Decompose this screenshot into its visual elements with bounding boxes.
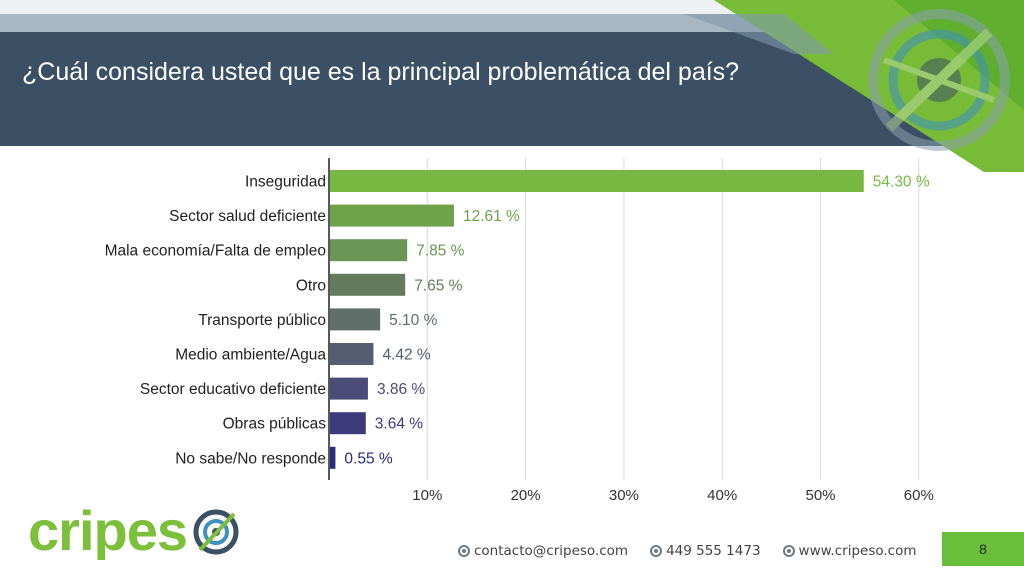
value-label: 7.85 % (416, 243, 464, 260)
category-label: Inseguridad (245, 174, 326, 191)
category-label: Obras públicas (223, 416, 327, 433)
corner-slate-stripe (684, 14, 834, 54)
bar (330, 308, 381, 331)
x-tick-label: 20% (511, 487, 541, 504)
value-label: 0.55 % (344, 450, 392, 467)
phone-icon (650, 545, 663, 557)
corner-decoration (684, 0, 1024, 172)
chart-category-labels: Inseguridad Sector salud deficiente Mala e… (105, 174, 327, 468)
footer-phone-text: 449 555 1473 (666, 543, 761, 559)
category-label: Sector educativo deficiente (140, 381, 326, 398)
x-tick-label: 50% (805, 487, 835, 504)
footer-email[interactable]: contacto@cripeso.com (458, 543, 628, 559)
x-tick-label: 30% (609, 487, 639, 504)
slide-title: ¿Cuál considera usted que es la principa… (22, 58, 740, 86)
value-label: 7.65 % (414, 277, 462, 294)
category-label: Sector salud deficiente (169, 208, 326, 225)
email-icon (458, 545, 470, 557)
bar (330, 273, 406, 296)
logo-compass-icon (193, 509, 239, 555)
category-label: Transporte público (198, 312, 326, 329)
value-label: 3.86 % (377, 381, 425, 398)
value-label: 4.42 % (382, 347, 430, 364)
bar (330, 446, 336, 469)
footer-email-text: contacto@cripeso.com (474, 543, 629, 559)
footer-contacts: contacto@cripeso.com 449 555 1473 www.cr… (458, 540, 939, 562)
bar (330, 239, 408, 262)
bar (330, 377, 368, 400)
category-label: Otro (296, 277, 326, 294)
chart-gridlines (426, 158, 920, 480)
x-tick-label: 10% (412, 487, 442, 504)
globe-icon (782, 545, 795, 557)
bar (330, 170, 864, 192)
cripeso-logo: cripes (28, 500, 239, 560)
compass-icon (868, 9, 1010, 151)
chart-value-labels: 54.30 % 12.61 % 7.85 % 7.65 % 5.10 % 4.42 % 3.… (344, 174, 929, 468)
category-label: No sabe/No responde (175, 450, 326, 467)
logo-text: cripes (28, 500, 187, 560)
x-tick-label: 60% (904, 487, 934, 504)
value-label: 3.64 % (375, 416, 423, 433)
bar (330, 412, 366, 435)
bar (330, 343, 374, 365)
value-label: 54.30 % (873, 174, 930, 191)
footer-website-text: www.cripeso.com (798, 543, 917, 559)
x-tick-label: 40% (707, 487, 737, 504)
category-label: Mala economía/Falta de empleo (105, 243, 326, 260)
page-number: 8 (942, 532, 1024, 566)
bar-chart: Inseguridad Sector salud deficiente Mala e… (105, 158, 934, 504)
footer-website[interactable]: www.cripeso.com (782, 543, 917, 559)
chart-bars (330, 170, 864, 469)
value-label: 12.61 % (463, 208, 520, 225)
bar (330, 204, 454, 227)
category-label: Medio ambiente/Agua (175, 347, 326, 364)
value-label: 5.10 % (389, 312, 437, 329)
footer-phone[interactable]: 449 555 1473 (650, 543, 761, 559)
chart-tick-labels: 10% 20% 30% 40% 50% 60% (412, 487, 934, 504)
